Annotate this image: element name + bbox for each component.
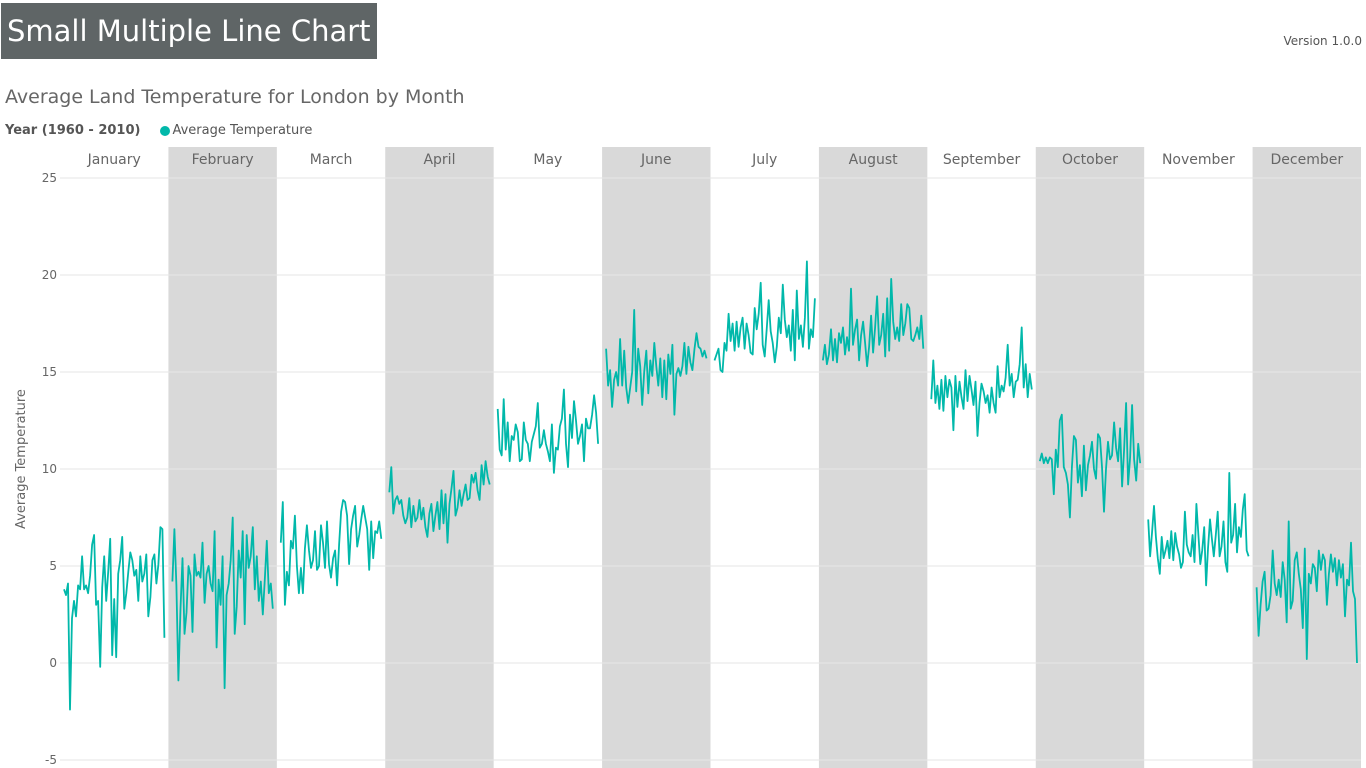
series-line-october: [1038, 402, 1142, 519]
chart-title: Average Land Temperature for London by M…: [5, 86, 465, 108]
y-axis-title: Average Temperature: [14, 389, 29, 529]
panel-band-february: [168, 147, 277, 768]
panel-label-april: April: [423, 152, 455, 168]
panel-label-february: February: [192, 152, 254, 168]
series-line-september: [930, 326, 1033, 437]
panel-label-june: June: [640, 152, 672, 168]
legend-item-average-temperature[interactable]: Average Temperature: [172, 123, 313, 138]
panel-label-september: September: [943, 152, 1021, 168]
panel-label-november: November: [1162, 152, 1235, 168]
y-tick-label: 25: [42, 171, 57, 185]
panel-label-may: May: [533, 152, 562, 168]
legend: Year (1960 - 2010) Average Temperature: [5, 123, 312, 138]
panel-band-june: [602, 147, 711, 768]
y-tick-label: 0: [49, 656, 57, 670]
series-line-april: [388, 460, 491, 544]
panel-label-october: October: [1062, 152, 1118, 168]
series-line-august: [822, 277, 925, 368]
panel-label-august: August: [849, 152, 899, 168]
series-line-february: [171, 516, 274, 690]
y-tick-label: 20: [42, 268, 57, 282]
y-tick-label: 10: [42, 462, 57, 476]
panel-band-august: [818, 147, 928, 768]
series-line-december: [1255, 520, 1358, 664]
series-line-november: [1147, 471, 1250, 587]
legend-marker: [160, 125, 171, 136]
panel-band-december: [1252, 147, 1361, 768]
panel-label-january: January: [87, 152, 141, 168]
legend-title: Year (1960 - 2010): [5, 123, 141, 138]
series-line-march: [279, 499, 383, 606]
report-title: Small Multiple Line Chart: [1, 3, 377, 59]
series-line-january: [63, 526, 166, 711]
panel-label-july: July: [751, 152, 777, 168]
y-tick-label: -5: [45, 753, 57, 767]
series-line-july: [713, 260, 816, 373]
panel-band-april: [385, 147, 494, 768]
y-tick-label: 5: [49, 559, 57, 573]
panel-label-march: March: [310, 152, 353, 168]
series-line-june: [605, 308, 708, 416]
y-tick-label: 15: [42, 365, 57, 379]
version-label: Version 1.0.0: [1283, 34, 1362, 48]
series-line-may: [496, 388, 599, 474]
panel-label-december: December: [1270, 152, 1343, 168]
